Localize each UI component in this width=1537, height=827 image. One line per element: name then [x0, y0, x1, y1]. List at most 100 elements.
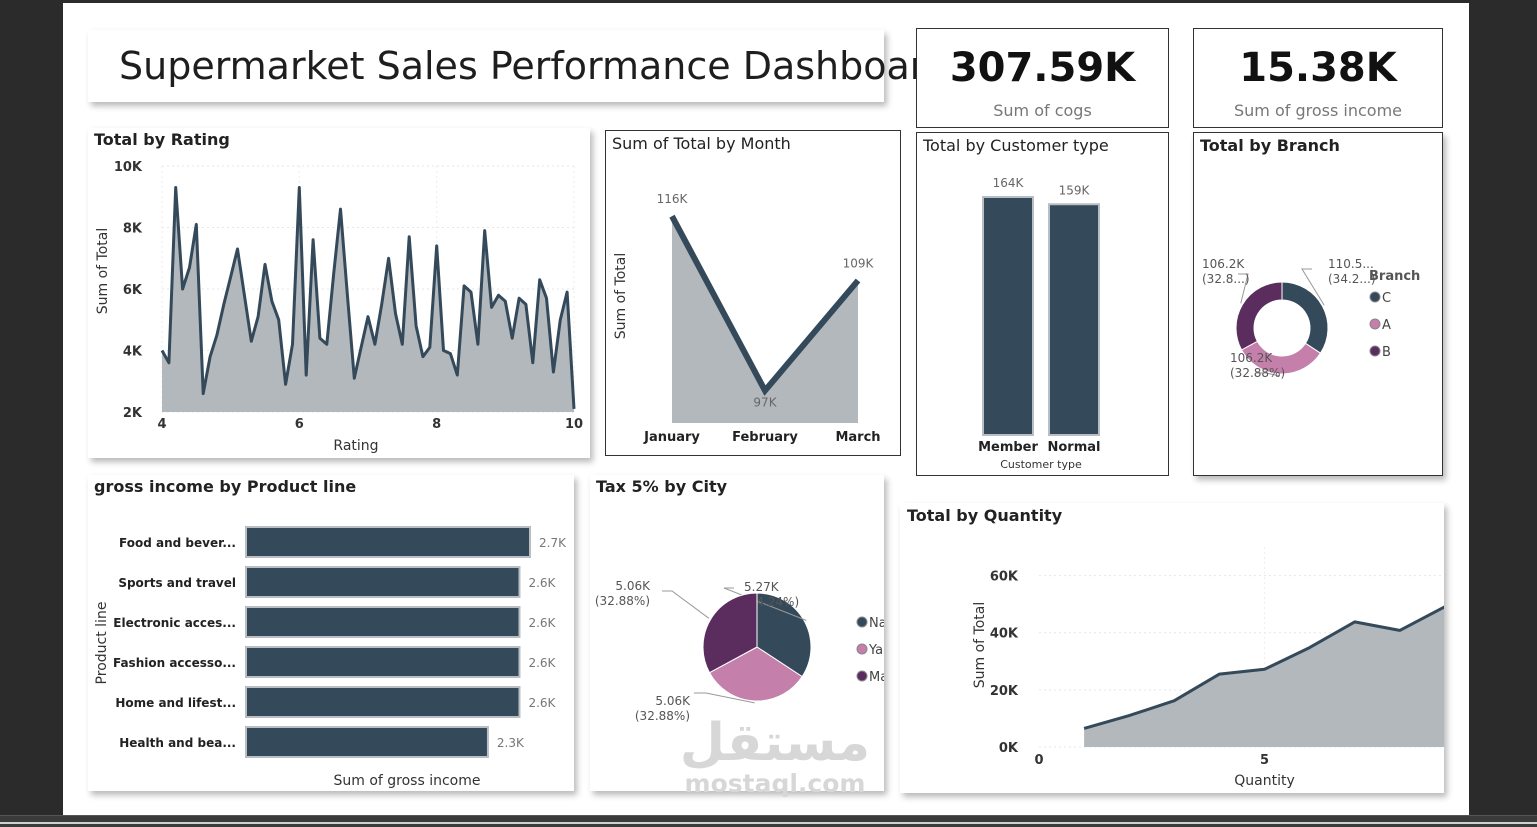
x-tick-label: 4 — [157, 417, 166, 432]
y-tick-label: 10K — [114, 160, 143, 175]
y-tick-label: Food and bever... — [119, 536, 236, 550]
legend-label: A — [1382, 318, 1391, 333]
kpi-value: 307.59K — [917, 45, 1168, 91]
data-label: 106.2K — [1202, 257, 1245, 271]
x-axis-label: Customer type — [1000, 458, 1082, 471]
kpi-value: 15.38K — [1194, 45, 1442, 91]
data-label-percent: (32.88%) — [595, 594, 650, 608]
data-label: 110.5... — [1328, 257, 1374, 271]
kpi-card-cogs[interactable]: 307.59K Sum of cogs — [916, 28, 1169, 128]
legend-label: Naypyit... — [869, 616, 884, 631]
legend-marker — [1370, 346, 1380, 356]
legend-marker — [1370, 292, 1380, 302]
branch-chart: 110.5...(34.2...)106.2K(32.88%)106.2K(32… — [1194, 133, 1444, 477]
legend-label: Yangon — [868, 643, 884, 658]
y-tick-label: 0K — [999, 741, 1019, 756]
customer-chart: 164K Member 159K Normal Customer type — [917, 133, 1170, 477]
watermark-arabic: مستقل — [675, 715, 875, 771]
y-tick-label: 4K — [123, 345, 143, 360]
legend-marker — [857, 617, 867, 627]
data-label: 97K — [753, 396, 777, 410]
data-label: 116K — [657, 192, 689, 206]
legend-label: B — [1382, 345, 1391, 360]
quantity-chart: 0K20K40K60K0510QuantitySum of Total — [900, 503, 1444, 793]
x-tick-label: Member — [978, 440, 1038, 455]
data-label: 106.2K — [1230, 351, 1273, 365]
data-label: 2.6K — [528, 696, 556, 710]
x-tick-label: January — [643, 430, 700, 445]
data-label: 164K — [993, 176, 1025, 190]
page-title: Supermarket Sales Performance Dashboard — [119, 44, 949, 88]
data-label: 5.06K — [655, 694, 691, 708]
x-tick-label: Normal — [1048, 440, 1101, 455]
legend-label: C — [1382, 291, 1391, 306]
pie-slice — [1282, 282, 1328, 353]
y-axis-label: Sum of Total — [95, 228, 111, 315]
y-tick-label: Sports and travel — [118, 576, 236, 590]
x-axis-label: Rating — [333, 438, 378, 454]
quantity-chart-panel[interactable]: Total by Quantity 0K20K40K60K0510Quantit… — [900, 503, 1444, 793]
data-label: 2.6K — [528, 656, 556, 670]
branch-chart-panel[interactable]: Total by Branch 110.5...(34.2...)106.2K(… — [1193, 132, 1443, 476]
x-tick-label: 5 — [1260, 753, 1269, 768]
y-axis-label: Product line — [94, 602, 110, 685]
data-label: 2.3K — [497, 736, 525, 750]
bar — [246, 527, 530, 557]
x-tick-label: 8 — [432, 417, 441, 432]
legend-label: Mandalay — [869, 670, 884, 685]
data-label-percent: (32.88%) — [1230, 366, 1285, 380]
x-tick-label: February — [732, 430, 798, 445]
y-tick-label: 2K — [123, 406, 143, 421]
kpi-label: Sum of cogs — [917, 101, 1168, 120]
data-label: 2.6K — [528, 616, 556, 630]
y-tick-label: Home and lifest... — [115, 696, 236, 710]
kpi-card-gross-income[interactable]: 15.38K Sum of gross income — [1193, 28, 1443, 128]
pie-slice — [1236, 282, 1282, 350]
y-tick-label: 8K — [123, 222, 143, 237]
kpi-label: Sum of gross income — [1194, 101, 1442, 120]
bar — [246, 727, 488, 757]
watermark-logo: مستقل mostaql.com — [675, 715, 875, 797]
bar — [246, 687, 519, 717]
y-tick-label: 20K — [990, 684, 1019, 699]
data-label: 5.27K — [744, 580, 780, 594]
y-axis-label: Sum of Total — [972, 602, 988, 689]
dashboard-canvas: Supermarket Sales Performance Dashboard … — [63, 3, 1469, 815]
y-tick-label: Electronic acces... — [113, 616, 236, 630]
legend-marker — [857, 644, 867, 654]
bar — [1049, 204, 1099, 435]
watermark-latin: mostaql.com — [675, 771, 875, 797]
legend-marker — [857, 671, 867, 681]
data-label: 159K — [1059, 183, 1091, 197]
x-axis-label: Quantity — [1234, 773, 1295, 789]
window-bottom-bar — [0, 815, 1537, 827]
legend-marker — [1370, 319, 1380, 329]
x-tick-label: 6 — [295, 417, 304, 432]
x-tick-label: 10 — [565, 417, 583, 432]
data-label: 2.6K — [528, 576, 556, 590]
rating-chart: 2K 4K 6K 8K 10K 4 6 8 10 Rating Sum of Total — [88, 128, 590, 458]
bar — [246, 607, 519, 637]
bar — [983, 197, 1033, 435]
y-tick-label: 40K — [990, 627, 1019, 642]
x-tick-label: 0 — [1034, 753, 1043, 768]
leader-line — [662, 591, 709, 618]
data-label: 109K — [843, 256, 875, 270]
product-chart: 2.7K Food and bever... 2.6K Sports and trav… — [88, 475, 574, 791]
title-panel: Supermarket Sales Performance Dashboard — [88, 30, 884, 102]
legend-title: Branch — [1369, 269, 1420, 284]
window-bottom-line — [0, 822, 1537, 824]
data-label: 2.7K — [539, 536, 567, 550]
bar — [246, 567, 519, 597]
data-label: 5.06K — [615, 579, 651, 593]
y-tick-label: 6K — [123, 283, 143, 298]
data-label-percent: (32.8...) — [1202, 272, 1250, 286]
bar — [246, 647, 519, 677]
y-tick-label: Fashion accesso... — [113, 656, 236, 670]
x-axis-label: Sum of gross income — [333, 773, 480, 789]
x-tick-label: March — [835, 430, 880, 445]
